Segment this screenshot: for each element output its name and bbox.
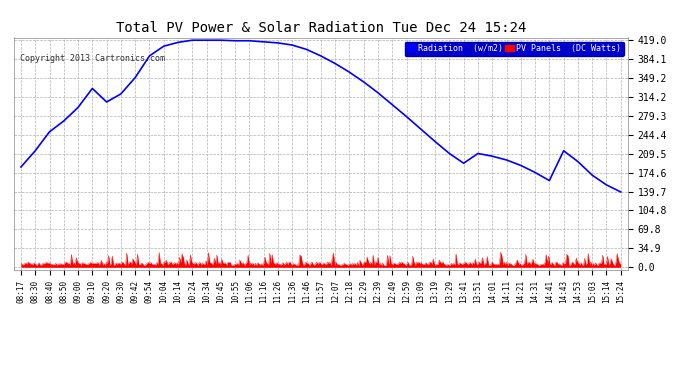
Text: Copyright 2013 Cartronics.com: Copyright 2013 Cartronics.com: [20, 54, 165, 63]
Title: Total PV Power & Solar Radiation Tue Dec 24 15:24: Total PV Power & Solar Radiation Tue Dec…: [116, 21, 526, 35]
Legend: Radiation  (w/m2), PV Panels  (DC Watts): Radiation (w/m2), PV Panels (DC Watts): [404, 42, 624, 56]
